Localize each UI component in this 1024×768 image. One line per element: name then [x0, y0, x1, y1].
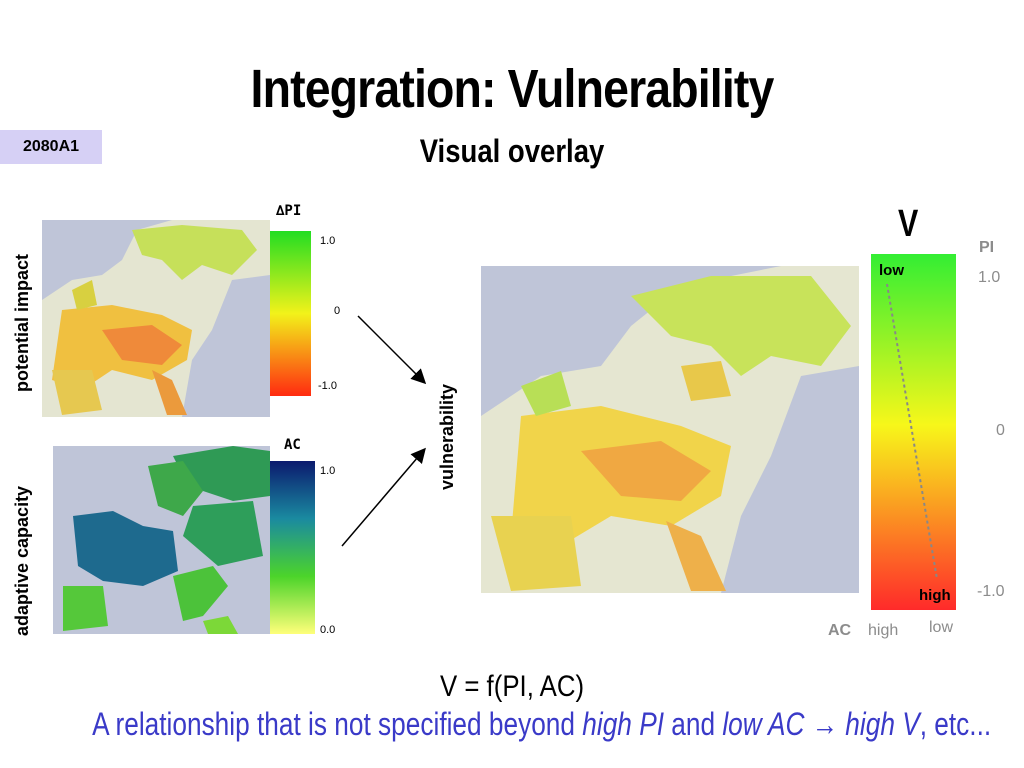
- slide-title: Integration: Vulnerability: [250, 59, 775, 119]
- arrow-symbol: →: [804, 706, 846, 742]
- vulnerability-pi-label: PI: [979, 239, 995, 256]
- pi-tick-max: 1.0: [978, 269, 1001, 286]
- note-suffix: , etc...: [919, 706, 992, 742]
- adaptive-capacity-tick-max: 1.0: [320, 465, 336, 477]
- ac-low-label: low: [929, 619, 954, 636]
- impact-arrow: [357, 315, 427, 385]
- slide-subtitle: Visual overlay: [419, 133, 605, 169]
- potential-impact-legend-title: ∆PI: [276, 203, 302, 219]
- vulnerability-diagonal: [886, 283, 938, 580]
- pi-tick-min: -1.0: [977, 583, 1005, 600]
- vulnerability-low-label: low: [879, 262, 904, 279]
- vulnerability-high-label: high: [919, 587, 951, 604]
- pi-tick-zero: 0: [996, 422, 1005, 439]
- formula: V = f(PI, AC): [439, 670, 585, 703]
- potential-impact-axis-label: potential impact: [12, 253, 32, 392]
- vulnerability-axis-label: vulnerability: [437, 383, 457, 490]
- scenario-badge: 2080A1: [0, 130, 102, 164]
- note-low-ac: low AC: [722, 706, 805, 742]
- potential-impact-map: [42, 220, 270, 417]
- adaptive-capacity-tick-min: 0.0: [320, 624, 336, 636]
- ac-axis-label: AC: [828, 622, 852, 639]
- ac-high-label: high: [868, 622, 899, 639]
- adaptive-capacity-legend-title: AC: [284, 437, 301, 453]
- adaptive-capacity-colorbar: [270, 461, 315, 634]
- note-and: and: [663, 706, 723, 742]
- capacity-arrow: [341, 447, 426, 547]
- potential-impact-tick-zero: 0: [334, 305, 341, 317]
- adaptive-capacity-map: [53, 446, 270, 634]
- note-high-pi: high PI: [582, 706, 664, 742]
- vulnerability-legend-title: V: [898, 203, 919, 245]
- adaptive-capacity-axis-label: adaptive capacity: [12, 485, 32, 636]
- note-prefix: A relationship that is not specified bey…: [92, 706, 583, 742]
- potential-impact-tick-max: 1.0: [320, 235, 336, 247]
- note-high-v: high V: [845, 706, 920, 742]
- potential-impact-tick-min: -1.0: [318, 380, 337, 392]
- combine-arrows: [341, 315, 427, 547]
- potential-impact-colorbar: [270, 231, 311, 396]
- vulnerability-colorbar: [871, 254, 956, 610]
- vulnerability-map: [481, 266, 859, 593]
- relationship-note: A relationship that is not specified bey…: [92, 706, 991, 743]
